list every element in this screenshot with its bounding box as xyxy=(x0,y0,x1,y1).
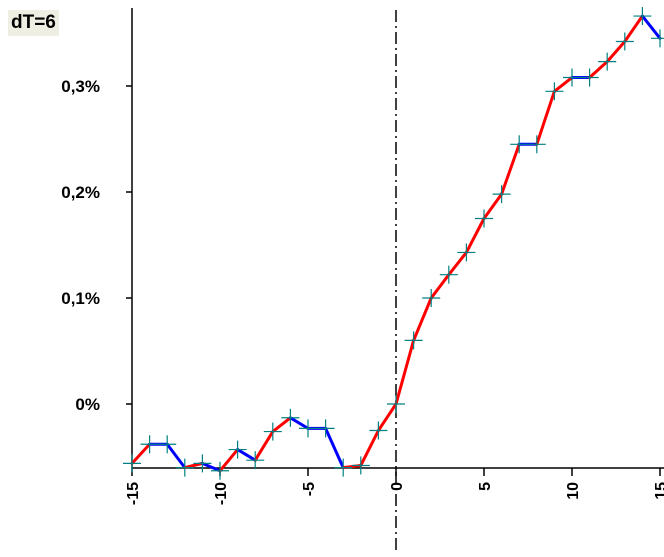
series-segment xyxy=(482,192,504,220)
data-point xyxy=(475,209,493,228)
series-segment xyxy=(271,416,292,434)
data-point xyxy=(563,68,581,87)
y-tick-label: 0% xyxy=(75,395,100,414)
data-point xyxy=(527,135,546,154)
series-segment xyxy=(183,461,204,470)
chart-title: dT=6 xyxy=(8,10,59,36)
data-point xyxy=(580,68,599,87)
y-tick-label: 0,3% xyxy=(61,77,100,96)
data-point xyxy=(140,435,159,454)
series-markers xyxy=(123,7,664,480)
data-point xyxy=(422,289,441,307)
y-tick-label: 0,1% xyxy=(61,289,100,308)
data-point xyxy=(387,395,405,413)
x-tick-label: 5 xyxy=(477,482,494,491)
x-tick-label: 15 xyxy=(653,482,664,500)
series-segment xyxy=(623,14,644,43)
data-point xyxy=(545,82,564,101)
series-segment xyxy=(253,430,275,462)
series-segment xyxy=(130,442,152,465)
data-point xyxy=(299,419,317,438)
data-point xyxy=(175,458,194,477)
data-point xyxy=(334,458,353,477)
data-point xyxy=(246,451,265,470)
series-segment xyxy=(324,426,345,470)
data-point xyxy=(633,7,652,26)
data-point xyxy=(263,422,282,441)
data-point xyxy=(439,265,458,284)
x-tick-label: 10 xyxy=(565,482,582,500)
data-point xyxy=(457,243,476,262)
series-segment xyxy=(535,89,556,146)
series-segment xyxy=(429,273,451,300)
data-point xyxy=(492,185,511,204)
axes xyxy=(126,8,664,552)
data-point xyxy=(158,435,177,454)
data-point xyxy=(228,440,247,459)
data-point xyxy=(615,32,634,51)
x-tick-label: -10 xyxy=(213,482,230,505)
y-tick-label: 0,2% xyxy=(61,183,100,202)
data-point xyxy=(651,29,664,48)
series-segment xyxy=(288,416,310,430)
x-tick-label: -15 xyxy=(125,482,142,505)
series-segment xyxy=(640,14,662,40)
data-point xyxy=(123,454,141,473)
series-segment xyxy=(605,39,627,64)
data-point xyxy=(193,454,212,473)
data-point xyxy=(404,331,423,350)
series-segment xyxy=(359,429,380,467)
data-point xyxy=(281,408,300,427)
series-segment xyxy=(464,217,486,254)
tick-labels: 0% 0,1% 0,2% 0,3% -15 -10 -5 0 5 10 15 xyxy=(61,77,664,505)
data-point xyxy=(598,52,617,71)
series-segment xyxy=(165,442,187,470)
x-tick-label: 0 xyxy=(389,482,406,491)
series-segment xyxy=(236,448,257,462)
series-segment xyxy=(447,250,468,277)
data-point xyxy=(510,135,529,154)
series-segment xyxy=(200,461,222,473)
series-segment xyxy=(552,76,574,93)
data-point xyxy=(316,419,335,438)
series-segment xyxy=(394,338,416,406)
series-segment xyxy=(376,402,398,432)
series-segment xyxy=(500,142,521,196)
series-segment xyxy=(588,60,609,80)
data-point xyxy=(211,461,229,480)
series-segment xyxy=(218,448,240,473)
data-point xyxy=(351,456,370,475)
series-segment xyxy=(412,296,433,342)
data-point xyxy=(369,421,388,440)
x-tick-label: -5 xyxy=(301,482,318,496)
